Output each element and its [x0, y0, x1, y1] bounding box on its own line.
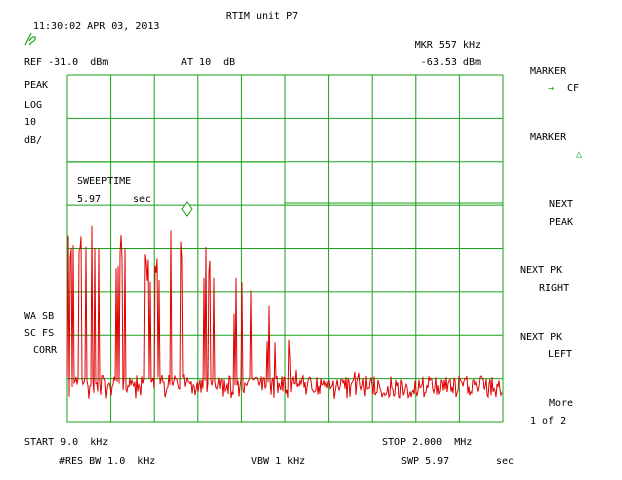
reference-level: REF -31.0 dBm — [24, 57, 109, 68]
scale-value: 10 — [24, 117, 37, 128]
sweeptime-label: SWEEPTIME — [77, 176, 132, 187]
spectrum-display — [66, 74, 504, 423]
scale-type: LOG — [24, 100, 43, 111]
video-bandwidth: VBW 1 kHz — [251, 456, 306, 467]
delta-icon[interactable]: △ — [576, 149, 583, 160]
scale-unit: dB/ — [24, 135, 43, 146]
spectrum-trace — [66, 225, 503, 400]
softkey-marker-delta-title[interactable]: MARKER — [530, 132, 567, 143]
softkey-more-line2[interactable]: 1 of 2 — [530, 416, 567, 427]
softkey-next-pk-left-line1[interactable]: NEXT PK — [520, 332, 563, 343]
screen-title: RTIM unit P7 — [225, 11, 299, 22]
sc-fs-annotation: SC FS — [24, 328, 55, 339]
diamond-marker-icon — [181, 201, 193, 217]
sweep-time-unit: sec — [496, 456, 515, 467]
softkey-next-pk-right-line2[interactable]: RIGHT — [539, 283, 570, 294]
softkey-next-pk-left-line2[interactable]: LEFT — [548, 349, 573, 360]
marker-frequency-readout: MKR 557 kHz — [414, 40, 481, 51]
wa-sb-annotation: WA SB — [24, 311, 55, 322]
stop-frequency: STOP 2.000 MHz — [382, 437, 473, 448]
sweeptime-unit: sec — [133, 194, 152, 205]
softkey-more-line1[interactable]: More — [549, 398, 574, 409]
timestamp: 11:30:02 APR 03, 2013 — [33, 21, 160, 32]
softkey-next-pk-right-line1[interactable]: NEXT PK — [520, 265, 563, 276]
softkey-next-peak-line1[interactable]: NEXT — [549, 199, 574, 210]
sweeptime-box — [66, 161, 286, 423]
resolution-bandwidth: #RES BW 1.0 kHz — [59, 456, 156, 467]
detector-mode: PEAK — [24, 80, 49, 91]
sweeptime-value: 5.97 — [77, 194, 102, 205]
spectrum-plot — [66, 74, 504, 423]
softkey-marker-cf-value[interactable]: CF — [567, 83, 580, 94]
attenuation: AT 10 dB — [181, 57, 236, 68]
hp-logo-icon — [24, 32, 36, 46]
softkey-marker-cf-title[interactable]: MARKER — [530, 66, 567, 77]
sweep-time: SWP 5.97 — [401, 456, 450, 467]
arrow-right-icon[interactable]: → — [548, 83, 555, 94]
marker-amplitude-readout: -63.53 dBm — [420, 57, 481, 68]
start-frequency: START 9.0 kHz — [24, 437, 109, 448]
softkey-next-peak-line2[interactable]: PEAK — [549, 217, 574, 228]
corr-annotation: CORR — [33, 345, 58, 356]
